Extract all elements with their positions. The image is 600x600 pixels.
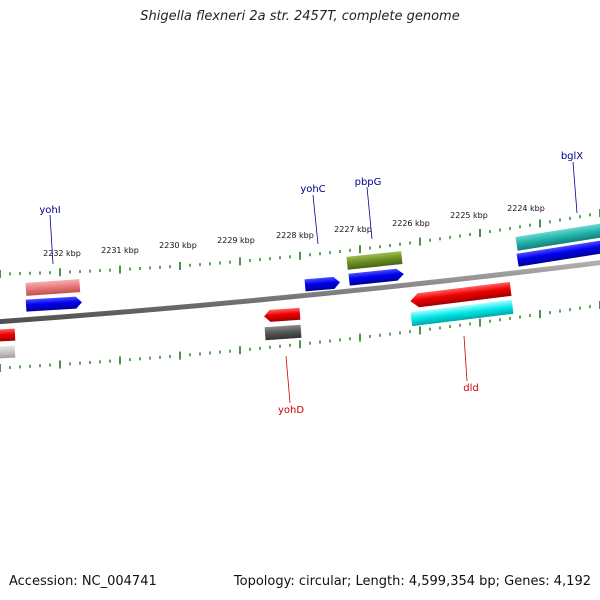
gene-feature[interactable] [515, 222, 600, 251]
gene-feature[interactable] [25, 279, 81, 296]
lower-tick-track [0, 301, 600, 372]
gene-feature[interactable] [264, 307, 301, 322]
ruler-label: 2232 kbp [43, 249, 81, 258]
gene-feature[interactable] [346, 251, 403, 270]
gene-feature[interactable] [0, 328, 16, 342]
forward-features [25, 222, 600, 312]
accession-label: Accession: NC_004741 [9, 574, 157, 589]
ruler-label: 2228 kbp [276, 231, 314, 240]
genome-title: Shigella flexneri 2a str. 2457T, complet… [140, 9, 460, 24]
gene-feature[interactable] [410, 281, 512, 308]
upper-tick-track [0, 209, 600, 278]
genome-summary: Topology: circular; Length: 4,599,354 bp… [233, 574, 591, 589]
gene-label-yohc: yohC [300, 184, 325, 195]
ruler-label: 2227 kbp [334, 225, 372, 234]
ruler-label: 2229 kbp [217, 236, 255, 245]
ruler-label: 2225 kbp [450, 211, 488, 220]
ruler-label: 2224 kbp [507, 204, 545, 213]
gene-feature[interactable] [25, 296, 83, 312]
gene-feature[interactable] [264, 324, 302, 341]
gene-feature[interactable] [516, 239, 600, 267]
gene-feature[interactable] [304, 276, 341, 292]
ruler-label: 2230 kbp [159, 241, 197, 250]
ruler-label: 2231 kbp [101, 246, 139, 255]
gene-label-yohd: yohD [278, 405, 304, 416]
gene-feature[interactable] [410, 299, 514, 327]
gene-label-dld: dld [463, 383, 478, 394]
gene-feature[interactable] [0, 345, 16, 359]
gene-feature[interactable] [348, 268, 405, 286]
gene-label-yohi: yohI [39, 205, 60, 216]
gene-label-bglx: bglX [561, 151, 583, 162]
ruler-labels: 2232 kbp 2231 kbp 2230 kbp 2229 kbp 2228… [43, 204, 545, 258]
gene-label-pbpg: pbpG [355, 177, 382, 188]
genome-backbone [0, 260, 600, 325]
gene-labels: yohI yohC pbpG bglX yohD dld [39, 151, 583, 416]
reverse-features [0, 281, 514, 359]
ruler-label: 2226 kbp [392, 219, 430, 228]
